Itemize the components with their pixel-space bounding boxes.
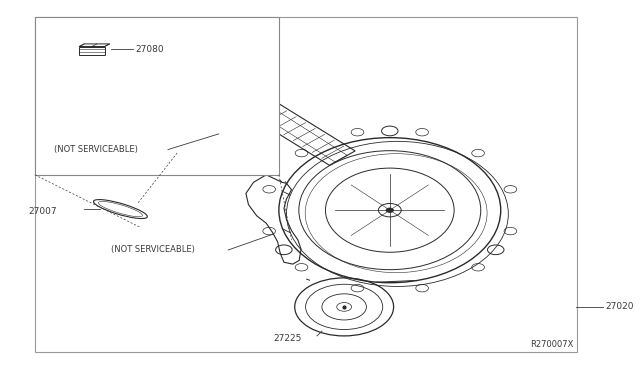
Text: 27007: 27007 bbox=[29, 207, 57, 216]
Bar bbox=[35, 17, 577, 352]
Bar bbox=[35, 17, 279, 175]
Text: (NOT SERVICEABLE): (NOT SERVICEABLE) bbox=[111, 246, 195, 254]
Text: 27020: 27020 bbox=[605, 302, 634, 311]
Text: (NOT SERVICEABLE): (NOT SERVICEABLE) bbox=[54, 145, 138, 154]
Text: 27225: 27225 bbox=[274, 334, 302, 343]
Bar bbox=[79, 46, 104, 55]
Circle shape bbox=[386, 208, 394, 212]
Text: R270007X: R270007X bbox=[530, 340, 573, 349]
Text: 27080: 27080 bbox=[135, 45, 164, 54]
